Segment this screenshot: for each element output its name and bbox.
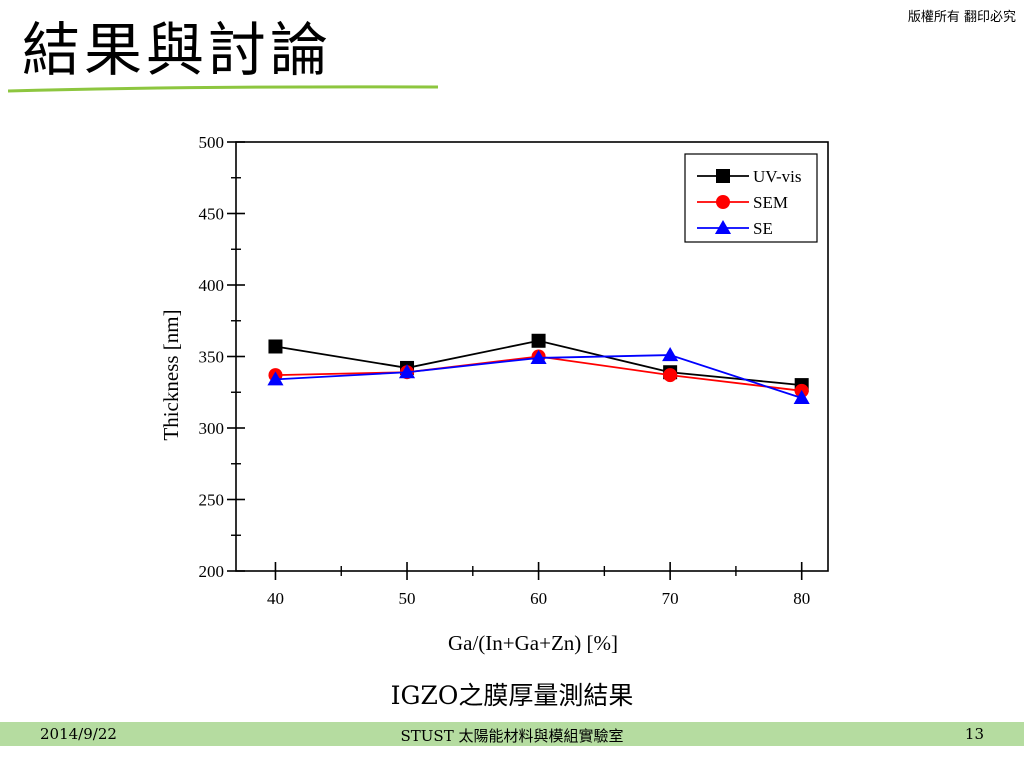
footer-lab-name: STUST 太陽能材料與模組實驗室 — [400, 727, 624, 745]
footer-bar — [0, 722, 1024, 746]
data-point-triangle — [398, 364, 416, 379]
y-tick-label: 350 — [199, 348, 225, 367]
data-point-triangle — [267, 371, 284, 386]
x-tick-label: 80 — [793, 589, 810, 608]
x-tick-label: 70 — [662, 589, 679, 608]
data-point-square — [531, 333, 546, 348]
x-tick-label: 60 — [530, 589, 547, 608]
y-tick-label: 300 — [199, 419, 225, 438]
title-underline — [8, 85, 438, 93]
x-axis-label: Ga/(In+Ga+Zn) [%] — [448, 631, 618, 655]
data-point-triangle — [714, 219, 732, 235]
y-tick-label: 500 — [199, 133, 225, 152]
x-tick-label: 40 — [267, 589, 284, 608]
axis-ticks: 200 250 300 350 400 450 500 40 50 60 70 80 — [199, 133, 811, 608]
legend-label: UV-vis — [753, 167, 802, 186]
series-group — [267, 333, 810, 405]
data-point-square — [716, 169, 730, 183]
data-point-circle — [716, 195, 730, 209]
data-point-triangle — [530, 349, 547, 364]
data-point-circle — [663, 368, 678, 383]
legend: UV-vis SEM SE — [684, 153, 818, 243]
y-tick-label: 200 — [199, 562, 225, 581]
y-tick-label: 400 — [199, 276, 225, 295]
y-tick-label: 250 — [199, 491, 225, 510]
y-tick-label: 450 — [199, 205, 225, 224]
footer-date: 2014/9/22 — [40, 725, 117, 743]
legend-label: SE — [753, 219, 773, 238]
slide-title: 結果與討論 — [22, 16, 333, 84]
copyright-notice: 版權所有 翻印必究 — [907, 10, 1016, 25]
series-se — [267, 347, 810, 405]
x-tick-label: 50 — [399, 589, 416, 608]
y-axis-label: Thickness [nm] — [159, 309, 183, 440]
data-point-triangle — [793, 389, 810, 405]
figure-caption: IGZO之膜厚量測結果 — [390, 681, 634, 710]
data-point-square — [268, 339, 283, 354]
thickness-line-chart: 200 250 300 350 400 450 500 40 50 60 70 80 Ga/(In+G… — [159, 133, 829, 655]
legend-label: SEM — [753, 193, 788, 212]
data-point-triangle — [662, 347, 679, 362]
page-number: 13 — [964, 725, 984, 743]
